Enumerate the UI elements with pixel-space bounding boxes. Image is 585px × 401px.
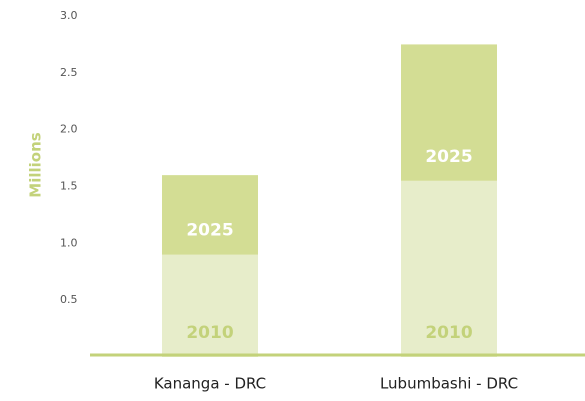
y-tick-label: 2.0 xyxy=(60,123,78,136)
x-tick-label: Lubumbashi - DRC xyxy=(380,375,518,393)
y-tick-label: 3.0 xyxy=(60,9,78,22)
bar-segment xyxy=(401,44,497,181)
bar-segment xyxy=(162,175,258,255)
segment-label: 2010 xyxy=(186,323,233,343)
bar-segment xyxy=(162,254,258,357)
segment-label: 2010 xyxy=(425,323,472,343)
segment-label: 2025 xyxy=(425,147,472,167)
bar-segment xyxy=(401,180,497,357)
y-tick-label: 1.0 xyxy=(60,236,78,249)
y-tick-label: 1.5 xyxy=(60,180,78,193)
x-tick-label: Kananga - DRC xyxy=(154,375,266,393)
y-tick-label: 0.5 xyxy=(60,293,78,306)
segment-label: 2025 xyxy=(186,221,233,241)
y-tick-label: 2.5 xyxy=(60,66,78,79)
y-axis-label: Millions xyxy=(27,132,45,197)
